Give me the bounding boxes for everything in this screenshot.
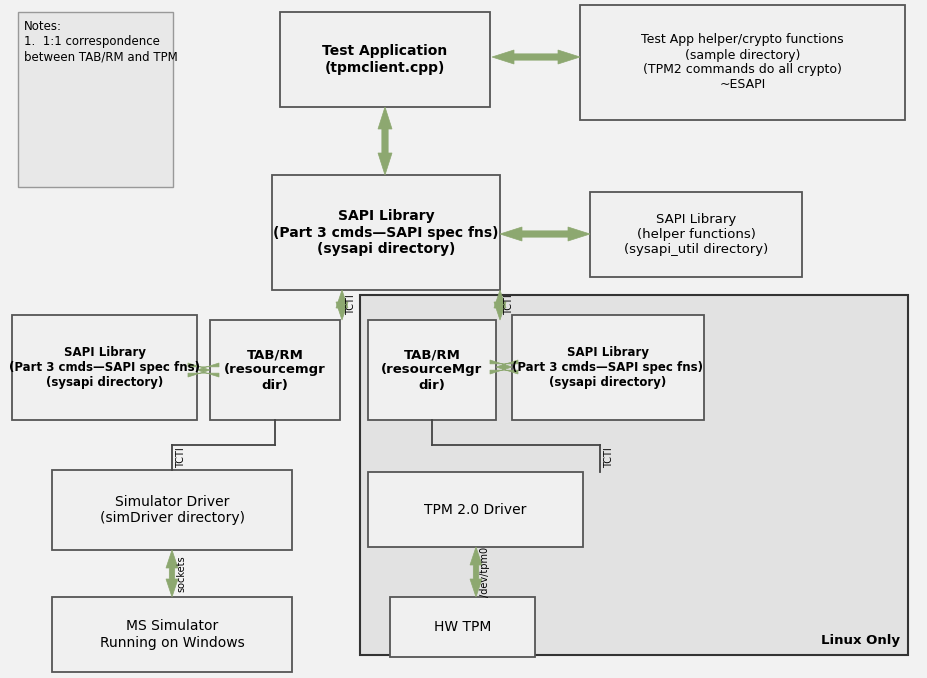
FancyBboxPatch shape [210, 320, 340, 420]
Text: SAPI Library
(Part 3 cmds—SAPI spec fns)
(sysapi directory): SAPI Library (Part 3 cmds—SAPI spec fns)… [9, 346, 200, 389]
FancyBboxPatch shape [390, 597, 535, 657]
Text: SAPI Library
(Part 3 cmds—SAPI spec fns)
(sysapi directory): SAPI Library (Part 3 cmds—SAPI spec fns)… [273, 210, 499, 256]
Text: sockets: sockets [176, 555, 186, 592]
Text: SAPI Library
(Part 3 cmds—SAPI spec fns)
(sysapi directory): SAPI Library (Part 3 cmds—SAPI spec fns)… [513, 346, 704, 389]
Polygon shape [494, 290, 506, 320]
FancyBboxPatch shape [368, 320, 496, 420]
Polygon shape [492, 50, 580, 64]
Text: SAPI Library
(helper functions)
(sysapi_util directory): SAPI Library (helper functions) (sysapi_… [624, 213, 768, 256]
Text: HW TPM: HW TPM [434, 620, 491, 634]
FancyBboxPatch shape [512, 315, 704, 420]
Text: Notes:
1.  1:1 correspondence
between TAB/RM and TPM: Notes: 1. 1:1 correspondence between TAB… [24, 20, 178, 63]
Text: /dev/tpm0: /dev/tpm0 [480, 547, 490, 597]
Text: TCTI: TCTI [604, 447, 614, 468]
FancyBboxPatch shape [272, 175, 500, 290]
FancyBboxPatch shape [580, 5, 905, 120]
FancyBboxPatch shape [368, 472, 583, 547]
Text: TAB/RM
(resourcemgr
dir): TAB/RM (resourcemgr dir) [224, 348, 326, 391]
FancyBboxPatch shape [12, 315, 197, 420]
FancyBboxPatch shape [52, 597, 292, 672]
Text: TPM 2.0 Driver: TPM 2.0 Driver [425, 502, 527, 517]
Polygon shape [166, 550, 178, 597]
Text: TCTI: TCTI [176, 447, 186, 468]
Polygon shape [490, 360, 518, 374]
Polygon shape [336, 290, 348, 320]
Text: Simulator Driver
(simDriver directory): Simulator Driver (simDriver directory) [99, 495, 245, 525]
Text: Test Application
(tpmclient.cpp): Test Application (tpmclient.cpp) [323, 44, 448, 75]
Text: TAB/RM
(resourceMgr
dir): TAB/RM (resourceMgr dir) [381, 348, 483, 391]
Polygon shape [188, 363, 219, 377]
Text: TCTI: TCTI [504, 295, 514, 315]
Text: MS Simulator
Running on Windows: MS Simulator Running on Windows [99, 620, 245, 650]
Polygon shape [500, 227, 590, 241]
FancyBboxPatch shape [590, 192, 802, 277]
FancyBboxPatch shape [18, 12, 173, 187]
FancyBboxPatch shape [52, 470, 292, 550]
Polygon shape [470, 547, 482, 597]
Text: Linux Only: Linux Only [821, 634, 900, 647]
Polygon shape [378, 107, 392, 175]
FancyBboxPatch shape [360, 295, 908, 655]
FancyBboxPatch shape [280, 12, 490, 107]
Text: Test App helper/crypto functions
(sample directory)
(TPM2 commands do all crypto: Test App helper/crypto functions (sample… [641, 33, 844, 92]
Text: TCTI: TCTI [346, 295, 356, 315]
